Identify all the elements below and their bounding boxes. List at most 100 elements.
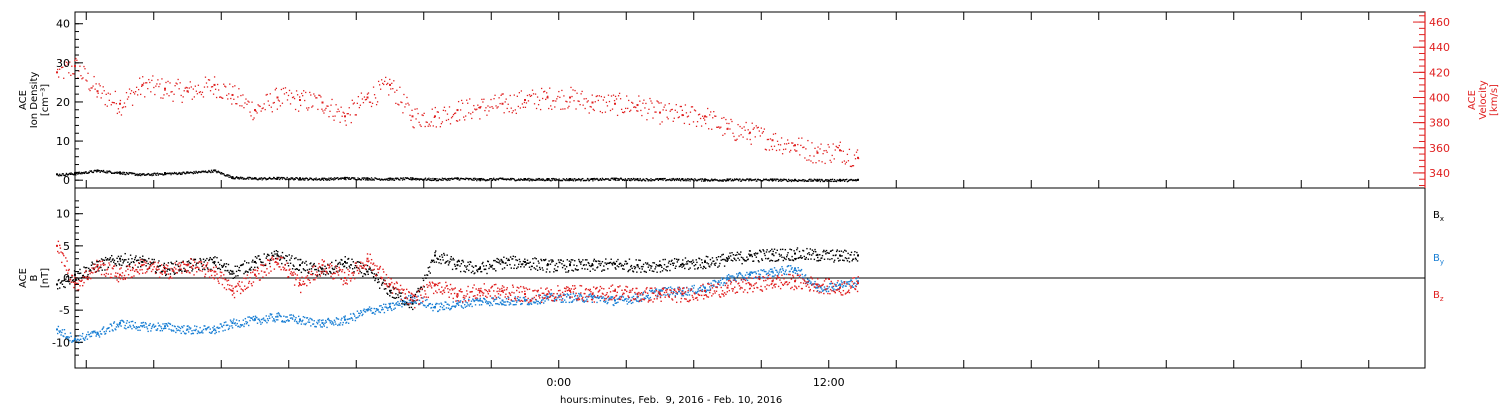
trace-dot-velocity [482, 101, 484, 103]
trace-dot-velocity [187, 91, 189, 93]
trace-dot-velocity [225, 86, 227, 88]
trace-dot-bz [273, 258, 275, 260]
trace-dot-by [256, 316, 258, 319]
trace-dot-ion-density [250, 178, 253, 180]
point-velocity [299, 99, 301, 101]
trace-dot-velocity [412, 126, 414, 128]
trace-dot-ion-density [214, 169, 217, 171]
trace-dot-bx [742, 257, 744, 259]
trace-dot-bx [338, 270, 340, 272]
trace-dot-velocity [116, 112, 119, 115]
trace-dot-ion-density [573, 178, 575, 180]
trace-dot-bx [777, 259, 779, 262]
trace-dot-bx [754, 254, 756, 256]
trace-dot-bx [813, 250, 815, 253]
trace-dot-bx [479, 266, 481, 268]
trace-dot-bx [61, 280, 63, 282]
trace-dot-ion-density [839, 179, 841, 181]
trace-dot-bx [636, 271, 638, 273]
trace-dot-ion-density [840, 179, 842, 182]
trace-dot-bx [557, 259, 560, 261]
trace-dot-bx [632, 271, 635, 273]
trace-dot-by [796, 273, 799, 275]
trace-dot-bx [683, 264, 685, 266]
trace-dot-velocity [575, 108, 577, 110]
trace-dot-ion-density [825, 178, 827, 181]
trace-dot-ion-density [392, 177, 394, 180]
trace-dot-velocity [669, 110, 671, 112]
trace-dot-by [632, 295, 635, 298]
trace-dot-velocity [288, 89, 291, 92]
trace-dot-bx [420, 286, 423, 288]
trace-dot-ion-density [241, 176, 243, 179]
trace-dot-velocity [193, 96, 195, 98]
trace-dot-ion-density [720, 179, 722, 182]
trace-dot-by [97, 333, 99, 335]
trace-dot-ion-density [308, 178, 311, 180]
trace-dot-velocity [523, 101, 526, 104]
trace-dot-bz [231, 294, 234, 296]
trace-dot-bx [289, 262, 292, 265]
trace-dot-ion-density [697, 178, 699, 181]
trace-dot-bx [634, 266, 637, 268]
trace-dot-velocity [434, 106, 436, 109]
trace-dot-by [804, 275, 806, 277]
trace-dot-bx [323, 270, 326, 272]
trace-dot-by [810, 281, 812, 283]
trace-dot-bz [253, 269, 255, 271]
trace-dot-bz [119, 278, 122, 280]
trace-dot-ion-density [681, 178, 683, 180]
trace-dot-by [335, 317, 338, 319]
trace-dot-velocity [594, 101, 596, 103]
trace-dot-by [361, 314, 363, 317]
trace-dot-ion-density [507, 178, 509, 180]
trace-dot-velocity [696, 121, 699, 123]
trace-dot-bz [248, 282, 250, 284]
trace-dot-bz [104, 263, 106, 266]
trace-dot-ion-density [302, 179, 304, 181]
trace-dot-velocity [618, 92, 621, 95]
trace-dot-bx [711, 262, 713, 264]
trace-dot-bz [295, 278, 297, 281]
trace-dot-bz [117, 280, 120, 283]
trace-dot-bx [606, 262, 608, 264]
trace-dot-ion-density [456, 178, 458, 180]
trace-dot-ion-density [275, 178, 277, 180]
trace-dot-by [670, 290, 672, 292]
trace-dot-velocity [497, 106, 499, 108]
trace-dot-velocity [227, 98, 229, 100]
trace-dot-bx [173, 271, 175, 273]
trace-dot-by [312, 323, 315, 325]
trace-dot-bx [805, 256, 807, 259]
trace-dot-bz [166, 267, 168, 270]
trace-dot-velocity [772, 133, 775, 135]
trace-dot-ion-density [784, 178, 786, 181]
trace-dot-velocity [841, 161, 843, 163]
trace-dot-bz [356, 269, 359, 272]
trace-dot-bx [551, 261, 553, 263]
trace-dot-bx [395, 296, 398, 299]
trace-dot-velocity [835, 145, 837, 148]
trace-dot-bx [133, 261, 135, 264]
trace-dot-velocity [539, 108, 542, 111]
trace-dot-ion-density [759, 179, 761, 181]
trace-dot-bx [570, 261, 572, 263]
trace-dot-bx [73, 270, 76, 272]
trace-dot-ion-density [107, 170, 109, 172]
trace-dot-by [98, 334, 100, 337]
trace-dot-ion-density [530, 179, 532, 181]
trace-dot-velocity [726, 122, 728, 125]
trace-dot-by [818, 284, 820, 286]
trace-dot-ion-density [403, 178, 406, 181]
point-bz [119, 273, 121, 276]
trace-dot-ion-density [364, 179, 367, 181]
trace-dot-ion-density [217, 170, 219, 172]
trace-dot-velocity [212, 93, 215, 95]
trace-dot-bx [771, 248, 773, 251]
point-velocity [186, 90, 189, 93]
trace-dot-ion-density [156, 172, 159, 174]
trace-dot-by [603, 297, 606, 300]
trace-dot-bx [359, 270, 361, 273]
trace-dot-velocity [705, 122, 707, 125]
trace-dot-velocity [261, 107, 263, 110]
